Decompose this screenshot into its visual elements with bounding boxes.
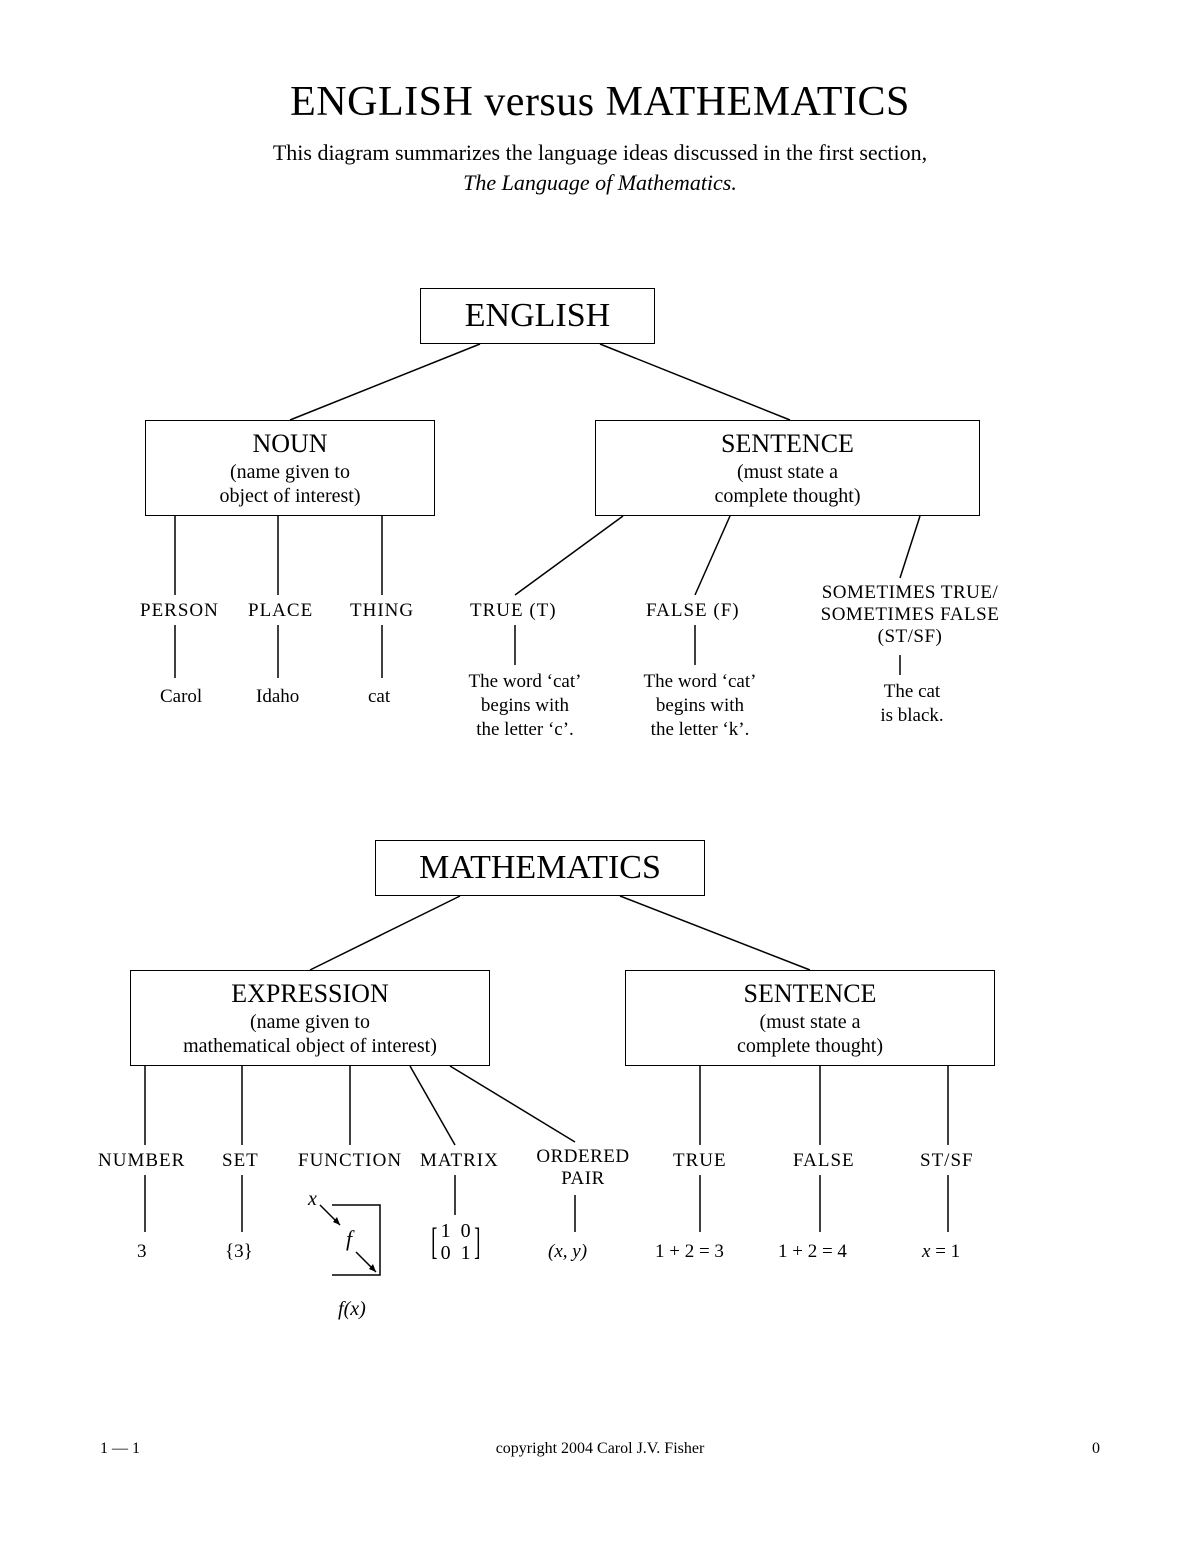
expr-ex-ordpair: (x, y) bbox=[548, 1240, 587, 1264]
sentence-math-sub1: (must state a bbox=[632, 1010, 988, 1034]
expression-box: EXPRESSION (name given to mathematical o… bbox=[130, 970, 490, 1066]
subtitle-line-2: The Language of Mathematics. bbox=[0, 170, 1200, 196]
footer-center: copyright 2004 Carol J.V. Fisher bbox=[0, 1440, 1200, 1458]
true-line-2: begins with bbox=[481, 695, 569, 716]
math-sent-false: FALSE bbox=[793, 1150, 855, 1172]
expr-ex-number: 3 bbox=[137, 1240, 147, 1264]
math-ex-false: 1 + 2 = 4 bbox=[778, 1240, 847, 1264]
sentence-example-stsf: The cat is black. bbox=[862, 680, 962, 728]
sentence-math-sub2: complete thought) bbox=[632, 1034, 988, 1058]
expression-sub2: mathematical object of interest) bbox=[137, 1034, 483, 1058]
stsf-ex-line-2: is black. bbox=[880, 705, 943, 726]
stsf-line-1: SOMETIMES TRUE/ bbox=[822, 582, 999, 603]
matrix-r1c1: 1 bbox=[461, 1242, 471, 1264]
page-title: ENGLISH versus MATHEMATICS bbox=[0, 78, 1200, 126]
function-x-label: x bbox=[308, 1188, 317, 1211]
expr-child-matrix: MATRIX bbox=[420, 1150, 499, 1172]
noun-example-place: Idaho bbox=[256, 685, 299, 709]
sentence-example-true: The word ‘cat’ begins with the letter ‘c… bbox=[460, 670, 590, 741]
expression-sub1: (name given to bbox=[137, 1010, 483, 1034]
expr-child-function: FUNCTION bbox=[298, 1150, 402, 1172]
stsf-ex-line-1: The cat bbox=[884, 681, 940, 702]
sentence-sub1: (must state a bbox=[602, 460, 973, 484]
math-sent-stsf: ST/SF bbox=[920, 1150, 974, 1172]
matrix-example: [ 1 0 0 1 ] bbox=[428, 1220, 483, 1264]
sentence-child-false: FALSE (F) bbox=[646, 600, 740, 622]
noun-child-thing: THING bbox=[350, 600, 414, 622]
sentence-example-false: The word ‘cat’ begins with the letter ‘k… bbox=[635, 670, 765, 741]
sentence-title: SENTENCE bbox=[602, 428, 973, 459]
false-line-2: begins with bbox=[656, 695, 744, 716]
noun-sub1: (name given to bbox=[152, 460, 428, 484]
false-line-1: The word ‘cat’ bbox=[644, 671, 757, 692]
true-line-3: the letter ‘c’. bbox=[476, 719, 574, 740]
matrix-r0c1: 0 bbox=[461, 1220, 471, 1242]
function-fx-label: f(x) bbox=[338, 1298, 366, 1321]
subtitle-line-1: This diagram summarizes the language ide… bbox=[0, 140, 1200, 166]
sentence-sub2: complete thought) bbox=[602, 484, 973, 508]
expression-title: EXPRESSION bbox=[137, 978, 483, 1009]
math-sent-true: TRUE bbox=[673, 1150, 727, 1172]
true-line-1: The word ‘cat’ bbox=[469, 671, 582, 692]
sentence-english-box: SENTENCE (must state a complete thought) bbox=[595, 420, 980, 516]
expr-child-number: NUMBER bbox=[98, 1150, 185, 1172]
noun-box: NOUN (name given to object of interest) bbox=[145, 420, 435, 516]
sentence-math-title: SENTENCE bbox=[632, 978, 988, 1009]
math-ex-stsf: x = 1 bbox=[922, 1240, 960, 1264]
math-root-box: MATHEMATICS bbox=[375, 840, 705, 896]
matrix-r1c0: 0 bbox=[441, 1242, 451, 1264]
page: ENGLISH versus MATHEMATICS This diagram … bbox=[0, 0, 1200, 1553]
expr-child-set: SET bbox=[222, 1150, 259, 1172]
noun-child-person: PERSON bbox=[140, 600, 219, 622]
footer-right: 0 bbox=[1092, 1440, 1100, 1458]
connector-lines bbox=[0, 0, 1200, 1553]
sentence-child-stsf: SOMETIMES TRUE/ SOMETIMES FALSE (ST/SF) bbox=[810, 582, 1010, 648]
noun-example-thing: cat bbox=[368, 685, 390, 709]
function-f-label: f bbox=[346, 1226, 352, 1252]
stsf-line-2: SOMETIMES FALSE bbox=[821, 604, 1000, 625]
expr-ex-set: {3} bbox=[225, 1240, 253, 1264]
math-root-label: MATHEMATICS bbox=[382, 848, 698, 889]
false-line-3: the letter ‘k’. bbox=[651, 719, 750, 740]
noun-child-place: PLACE bbox=[248, 600, 313, 622]
math-ex-true: 1 + 2 = 3 bbox=[655, 1240, 724, 1264]
ordpair-l2: PAIR bbox=[561, 1168, 605, 1189]
sentence-math-box: SENTENCE (must state a complete thought) bbox=[625, 970, 995, 1066]
expr-child-ordpair: ORDERED PAIR bbox=[533, 1146, 633, 1190]
english-root-box: ENGLISH bbox=[420, 288, 655, 344]
ordpair-l1: ORDERED bbox=[536, 1146, 629, 1167]
english-root-label: ENGLISH bbox=[427, 296, 648, 337]
stsf-line-3: (ST/SF) bbox=[878, 626, 943, 647]
noun-example-person: Carol bbox=[160, 685, 202, 709]
sentence-child-true: TRUE (T) bbox=[470, 600, 557, 622]
noun-title: NOUN bbox=[152, 428, 428, 459]
noun-sub2: object of interest) bbox=[152, 484, 428, 508]
matrix-r0c0: 1 bbox=[441, 1220, 451, 1242]
